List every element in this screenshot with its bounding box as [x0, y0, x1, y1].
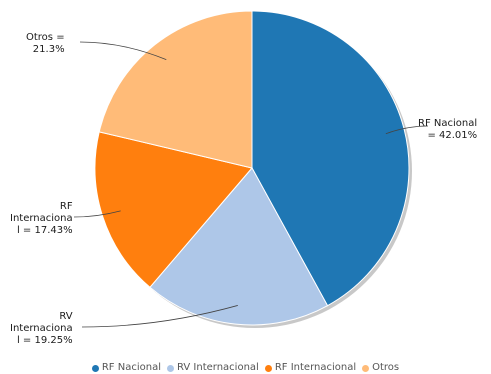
legend-label-rf-nacional: RF Nacional — [101, 362, 161, 373]
legend-item-rf-internacional[interactable]: RF Internacional — [264, 362, 357, 374]
legend-item-otros[interactable]: Otros — [362, 362, 399, 374]
label-rf-nacional: RF Nacional = 42.01% — [418, 118, 478, 141]
legend-label-rv-internacional: RV Internacional — [177, 362, 259, 373]
leader-line-rf-internacional — [73, 210, 121, 218]
leader-line-otros — [79, 41, 167, 61]
legend-item-rf-nacional[interactable]: RF Nacional — [91, 362, 161, 374]
legend-dot-otros — [362, 364, 370, 372]
legend-label-rf-internacional: RF Internacional — [274, 362, 357, 373]
legend-dot-rf-nacional — [91, 364, 99, 372]
pie-slice-rv-internacional[interactable] — [149, 167, 329, 326]
legend-label-otros: Otros — [372, 362, 400, 373]
legend-item-rv-internacional[interactable]: RV Internacional — [167, 362, 259, 374]
label-otros: Otros = 21.3% — [26, 32, 65, 55]
pie-slice-rf-internacional[interactable] — [94, 131, 253, 288]
chart-legend: RF Nacional RV Internacional RF Internac… — [0, 362, 491, 374]
label-rf-internacional: RF Internaciona l = 17.43% — [10, 201, 73, 236]
leader-line-rv-internacional — [81, 305, 238, 328]
leader-line-rf-nacional — [385, 125, 429, 135]
pie-slice-rf-nacional[interactable] — [251, 10, 410, 307]
label-rv-internacional: RV Internaciona l = 19.25% — [10, 311, 73, 346]
legend-dot-rf-internacional — [264, 364, 272, 372]
legend-dot-rv-internacional — [167, 364, 174, 372]
pie-slice-otros[interactable] — [98, 10, 253, 169]
